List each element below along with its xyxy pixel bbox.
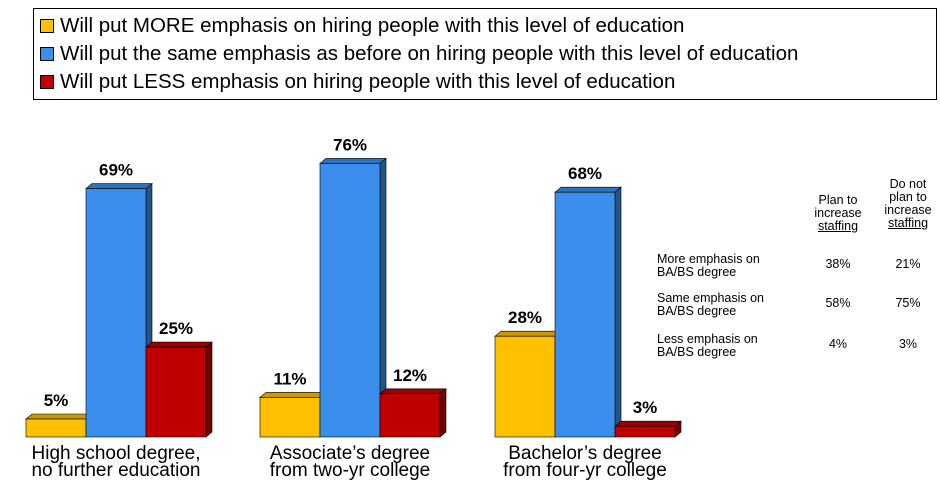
data-label: 68%: [568, 164, 602, 183]
bar-top: [319, 158, 387, 164]
bar-top: [379, 388, 447, 395]
legend-label: Will put LESS emphasis on hiring people …: [60, 70, 676, 93]
bar-side: [439, 388, 447, 438]
bar: [379, 393, 441, 438]
category-label: Bachelor’s degree from four-yr college: [503, 443, 667, 481]
data-label: 3%: [633, 398, 658, 417]
bar: [25, 418, 87, 438]
table-row-label: Less emphasis on BA/BS degree: [657, 332, 758, 359]
data-label: 12%: [393, 366, 427, 385]
data-label: 5%: [44, 391, 69, 410]
bar: [85, 188, 147, 438]
legend-label: Will put MORE emphasis on hiring people …: [60, 14, 685, 37]
data-label: 28%: [508, 308, 542, 327]
data-label: 11%: [273, 369, 306, 388]
table-column-header: Do not plan to increase staffing: [884, 177, 932, 230]
bar: [614, 425, 676, 438]
legend-swatch: [40, 19, 54, 33]
bar-top: [25, 413, 93, 420]
table-cell: 21%: [895, 257, 921, 271]
legend-label: Will put the same emphasis as before on …: [60, 42, 799, 65]
table-cell: 38%: [825, 257, 851, 271]
bar: [319, 163, 381, 438]
bar-top: [614, 420, 682, 427]
table-row-label: Same emphasis on BA/BS degree: [657, 291, 765, 318]
bar-top: [85, 183, 153, 189]
bar-top: [494, 330, 562, 337]
data-label: 69%: [99, 161, 133, 180]
bar: [259, 397, 321, 438]
data-label: 76%: [333, 135, 367, 154]
legend-item: Will put MORE emphasis on hiring people …: [40, 12, 936, 40]
table-cell: 75%: [895, 296, 921, 310]
category-label: Associate’s degree from two-yr college: [270, 443, 431, 481]
data-label: 25%: [159, 319, 193, 338]
bar-top: [145, 341, 213, 348]
chart-legend: Will put MORE emphasis on hiring people …: [33, 8, 937, 100]
legend-item: Will put the same emphasis as before on …: [40, 40, 936, 68]
table-cell: 3%: [898, 337, 918, 351]
legend-swatch: [40, 47, 54, 61]
table-column-header: Plan to increase staffing: [814, 193, 862, 233]
bar: [145, 346, 207, 438]
legend-swatch: [40, 75, 54, 89]
bar-side: [205, 341, 213, 438]
bar-top: [259, 392, 327, 398]
bar: [554, 191, 616, 438]
table-row-label: More emphasis on BA/BS degree: [657, 252, 760, 279]
category-label: High school degree, no further education: [31, 443, 200, 481]
table-cell: 58%: [825, 296, 851, 310]
bar-top: [554, 186, 622, 193]
bar-side: [614, 186, 622, 438]
legend-item: Will put LESS emphasis on hiring people …: [40, 68, 936, 96]
table-cell: 4%: [828, 337, 848, 351]
bar: [494, 335, 556, 438]
